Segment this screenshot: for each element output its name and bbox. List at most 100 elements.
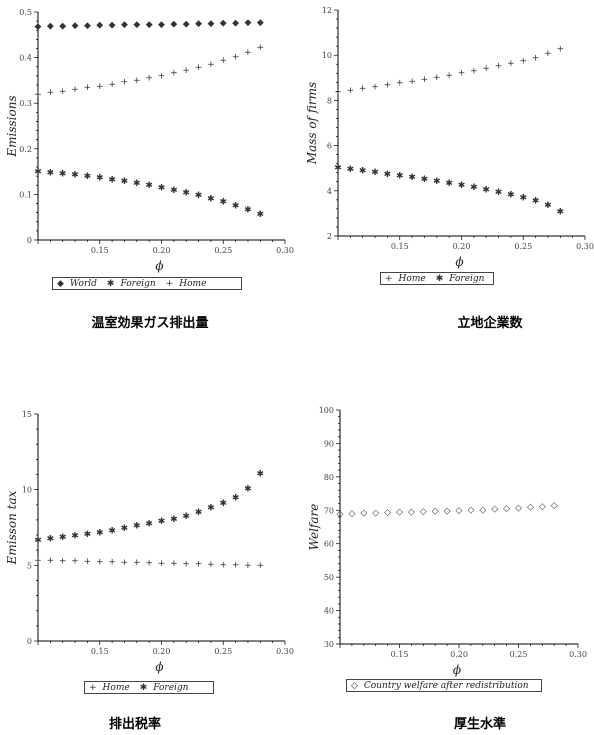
data-point: ✱ [334, 164, 342, 174]
y-tick-label: 8 [327, 96, 332, 105]
data-point: ◆ [257, 18, 264, 28]
series-world: ◆ ◆ ◆ ◆ ◆ ◆ ◆ ◆ ◆ ◆ ◆ ◆ ◆ ◆ ◆ ◆ ◆ ◆ ◆ [35, 18, 264, 32]
data-point: + [359, 84, 367, 94]
data-point: + [96, 557, 104, 567]
data-point: + [396, 79, 404, 89]
y-tick-label: 60 [324, 540, 334, 549]
data-point: ◆ [35, 22, 42, 32]
y-tick-label: 90 [324, 439, 334, 448]
data-point: ✱ [47, 168, 55, 178]
data-point: + [544, 49, 552, 59]
data-point: ✱ [433, 177, 441, 187]
data-point: ◇ [467, 506, 474, 516]
emissions-chart-panel: 0.15 0.20 0.25 0.30 0 0.1 0.2 0.3 0.4 0.5 ϕ Emissio… [0, 0, 300, 300]
data-point: + [557, 45, 565, 55]
data-point: + [421, 75, 429, 85]
data-point: ✱ [59, 533, 67, 543]
data-point: ◇ [337, 509, 344, 519]
data-point: + [84, 83, 92, 93]
data-point: + [195, 63, 203, 73]
x-axis-label: ϕ [155, 660, 163, 674]
data-point: + [458, 69, 466, 79]
data-point: ◇ [479, 505, 486, 515]
data-point: ◇ [420, 507, 427, 517]
legend-item-foreign: ✱ Foreign [436, 274, 485, 284]
legend-item-home: + Home [89, 683, 130, 693]
data-point: ◇ [527, 503, 534, 513]
data-point: + [145, 74, 153, 84]
data-point: ✱ [219, 198, 227, 208]
y-tick-label: 0 [27, 236, 32, 245]
data-point: ✱ [207, 504, 215, 514]
data-point: + [408, 77, 416, 87]
data-point: ✱ [170, 515, 178, 525]
y-tick-label: 15 [22, 410, 32, 419]
series-foreign: ✱ ✱ ✱ ✱ ✱ ✱ ✱ ✱ ✱ ✱ ✱ ✱ ✱ ✱ ✱ ✱ ✱ ✱ ✱ [334, 164, 564, 218]
data-point: + [47, 88, 55, 98]
data-point: ◆ [183, 19, 190, 29]
data-point: ◇ [551, 501, 558, 511]
data-point: ◆ [232, 18, 239, 28]
data-point: ✱ [445, 179, 453, 189]
data-point: + [34, 90, 42, 100]
legend-item-world: ◆ World [57, 279, 97, 289]
data-point: ✱ [544, 201, 552, 211]
data-point: ◇ [503, 504, 510, 514]
y-axis-label: Welfare [307, 504, 321, 551]
data-point: + [133, 558, 141, 568]
data-point: ✱ [71, 171, 79, 181]
data-point: ◇ [539, 502, 546, 512]
data-point: ✱ [232, 494, 240, 504]
data-point: + [232, 53, 240, 63]
y-tick-label: 80 [324, 473, 334, 482]
legend-marker: + [385, 273, 393, 284]
data-point: + [121, 558, 129, 568]
data-point: ◆ [158, 20, 165, 30]
data-point: + [59, 87, 67, 97]
data-point: ◇ [432, 507, 439, 517]
data-point: ✱ [71, 532, 79, 542]
legend-label: Foreign [120, 278, 156, 289]
data-point: ◆ [195, 19, 202, 29]
legend-item-foreign: ✱ Foreign [107, 279, 156, 289]
data-point: ✱ [532, 197, 540, 207]
y-tick-label: 10 [22, 486, 32, 495]
data-point: + [519, 57, 527, 67]
data-point: ✱ [108, 175, 116, 185]
data-point: ◆ [121, 20, 128, 30]
y-tick-label: 2 [327, 232, 332, 241]
firms-legend: + Home ✱ Foreign [380, 272, 494, 285]
series-home: + + + + + + + + + + + + + + + + + + + [34, 556, 264, 571]
data-point: ✱ [158, 183, 166, 193]
data-point: ◆ [84, 21, 91, 31]
y-tick-label: 0.5 [19, 8, 32, 17]
data-point: + [507, 59, 515, 69]
data-point: + [244, 48, 252, 58]
data-point: ✱ [347, 165, 355, 175]
data-point: + [532, 54, 540, 64]
data-point: ✱ [244, 205, 252, 215]
data-point: ✱ [507, 191, 515, 201]
data-point: + [347, 86, 355, 96]
data-point: + [207, 60, 215, 70]
y-axis-label: Emissions [5, 95, 19, 157]
legend-label: Home [398, 273, 426, 284]
emissions-chart: 0.15 0.20 0.25 0.30 0 0.1 0.2 0.3 0.4 0.5 ϕ Emissio… [5, 8, 294, 273]
data-point: + [219, 56, 227, 66]
data-point: ✱ [182, 188, 190, 198]
series-home: + + + + + + + + + + + + + + + + + + + [34, 43, 264, 100]
data-point: ◇ [444, 506, 451, 516]
data-point: ✱ [96, 173, 104, 183]
legend-label: Home [102, 682, 130, 693]
y-axis-label: Mass of firms [305, 82, 319, 165]
data-point: ✱ [121, 177, 129, 187]
y-tick-label: 6 [327, 142, 332, 151]
data-point: ✱ [195, 191, 203, 201]
data-point: + [182, 559, 190, 569]
series-foreign: ✱ ✱ ✱ ✱ ✱ ✱ ✱ ✱ ✱ ✱ ✱ ✱ ✱ ✱ ✱ ✱ ✱ ✱ ✱ [34, 168, 264, 220]
x-tick-label: 0.30 [576, 242, 594, 251]
data-point: ✱ [182, 512, 190, 522]
data-point: ✱ [257, 210, 265, 220]
